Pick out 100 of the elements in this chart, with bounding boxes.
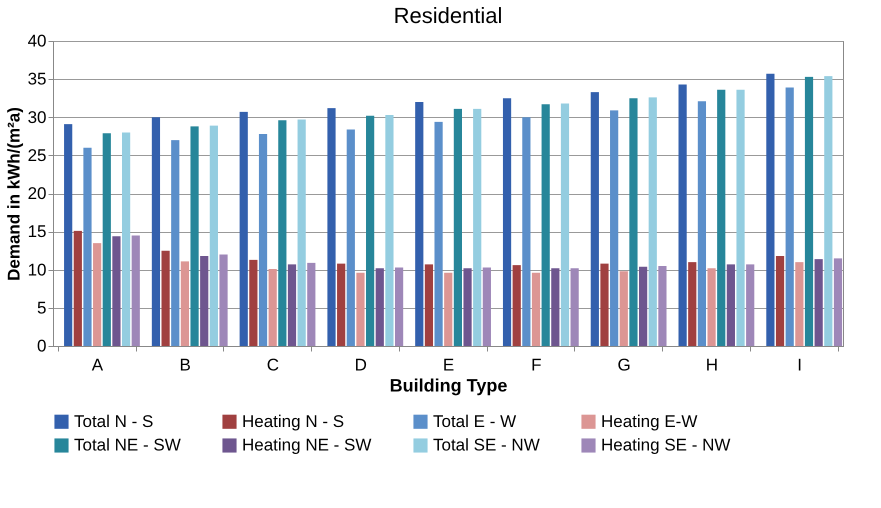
y-tick-label: 5: [37, 298, 46, 318]
bar: [171, 140, 180, 346]
x-tick-label: A: [92, 356, 104, 374]
x-tick-label: B: [179, 356, 191, 374]
x-tick-label: H: [706, 356, 718, 374]
bar: [610, 110, 618, 346]
bar: [746, 264, 754, 346]
bar: [415, 102, 424, 346]
bar: [454, 108, 462, 346]
bar: [83, 148, 92, 346]
bar: [678, 84, 687, 346]
y-tick-label: 25: [28, 146, 46, 165]
chart-title: Residential: [394, 3, 502, 28]
bar: [522, 117, 530, 346]
bar: [512, 265, 521, 346]
y-tick-label: 20: [28, 184, 46, 203]
bar: [376, 268, 384, 346]
legend-label: Total E - W: [433, 412, 516, 431]
y-axis-title: Demand in kWh/(m²a): [4, 107, 24, 281]
bar: [249, 260, 258, 346]
bar: [240, 112, 248, 346]
legend-label: Total N - S: [74, 412, 154, 431]
legend-label: Heating E-W: [601, 412, 698, 431]
bar: [551, 268, 560, 346]
bar: [444, 272, 452, 346]
bar: [658, 266, 667, 346]
bar: [560, 104, 570, 346]
bar: [132, 235, 140, 346]
x-tick-label: D: [354, 356, 367, 374]
bar: [824, 76, 832, 346]
y-tick-label: 30: [28, 108, 46, 127]
bar: [707, 268, 716, 346]
bar: [152, 117, 160, 346]
bar: [424, 264, 434, 346]
bar: [482, 267, 491, 346]
bar: [356, 272, 365, 346]
bar: [502, 98, 512, 346]
bar: [394, 267, 404, 346]
y-tick-label: 10: [28, 260, 46, 280]
bar: [717, 90, 726, 346]
bar: [278, 120, 286, 346]
y-tick-label: 40: [28, 32, 46, 50]
legend-label: Heating NE - SW: [242, 436, 372, 454]
bar: [473, 108, 482, 346]
bar: [726, 264, 735, 346]
bar: [122, 132, 130, 346]
bar: [180, 261, 190, 346]
bar: [648, 97, 657, 346]
bar: [688, 262, 696, 346]
bar: [620, 271, 628, 346]
bar: [786, 88, 794, 346]
bar: [629, 98, 638, 346]
bar: [307, 262, 316, 346]
bar: [161, 250, 170, 346]
y-tick-label: 15: [28, 222, 46, 242]
legend-label: Total NE - SW: [74, 436, 181, 454]
bar: [366, 116, 374, 346]
bar: [698, 101, 706, 346]
x-tick-label: E: [442, 356, 454, 374]
legend-label: Heating N - S: [242, 412, 344, 431]
bar: [64, 124, 72, 346]
bar: [463, 268, 472, 346]
x-tick-label: C: [266, 356, 280, 374]
bar: [814, 259, 823, 346]
bar: [776, 256, 784, 346]
bar: [590, 92, 599, 346]
bar: [288, 264, 296, 346]
legend-label: Heating SE - NW: [601, 436, 730, 454]
bar: [766, 74, 774, 346]
bar: [200, 256, 208, 346]
bar: [219, 254, 228, 346]
bar: [102, 133, 111, 346]
bar: [434, 122, 443, 346]
bar: [736, 90, 745, 346]
bar: [190, 126, 199, 346]
bar: [268, 268, 277, 346]
bar: [258, 134, 268, 346]
bar: [542, 104, 550, 346]
bar: [74, 230, 82, 346]
bar: [210, 126, 218, 346]
bar: [327, 108, 336, 346]
bar: [385, 114, 394, 346]
bar: [346, 129, 355, 346]
bar: [532, 272, 540, 346]
bar: [93, 243, 102, 346]
x-tick-label: I: [797, 356, 802, 374]
bar: [795, 262, 804, 346]
x-tick-label: G: [617, 356, 631, 374]
legend-label: Total SE - NW: [433, 436, 540, 454]
bar: [337, 264, 346, 346]
bar: [600, 264, 609, 346]
bar: [298, 120, 306, 346]
bar: [639, 266, 648, 346]
bar: [112, 236, 121, 346]
bar: [804, 76, 814, 346]
x-axis-title: Building Type: [390, 376, 508, 396]
bar: [834, 258, 842, 346]
y-tick-label: 35: [28, 70, 46, 89]
y-tick-label: 0: [37, 336, 46, 356]
x-tick-label: F: [531, 356, 542, 374]
